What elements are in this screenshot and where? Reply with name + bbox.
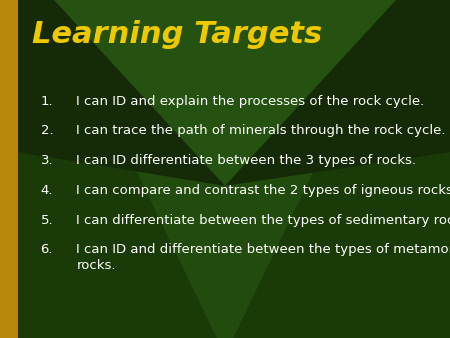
Polygon shape [225, 0, 450, 186]
Text: Learning Targets: Learning Targets [32, 20, 322, 49]
Text: 3.: 3. [40, 154, 53, 167]
Text: I can ID differentiate between the 3 types of rocks.: I can ID differentiate between the 3 typ… [76, 154, 417, 167]
Text: I can trace the path of minerals through the rock cycle.: I can trace the path of minerals through… [76, 124, 446, 137]
Text: I can ID and differentiate between the types of metamorphic
rocks.: I can ID and differentiate between the t… [76, 243, 450, 272]
Text: 4.: 4. [40, 184, 53, 197]
Polygon shape [54, 0, 396, 338]
Text: 6.: 6. [40, 243, 53, 256]
Text: 1.: 1. [40, 95, 53, 107]
Text: 5.: 5. [40, 214, 53, 226]
Polygon shape [54, 0, 396, 186]
Text: I can compare and contrast the 2 types of igneous rocks.: I can compare and contrast the 2 types o… [76, 184, 450, 197]
Text: I can differentiate between the types of sedimentary rocks.: I can differentiate between the types of… [76, 214, 450, 226]
Polygon shape [18, 0, 225, 186]
Text: I can ID and explain the processes of the rock cycle.: I can ID and explain the processes of th… [76, 95, 425, 107]
Bar [0, 0, 18, 338]
Text: 2.: 2. [40, 124, 53, 137]
